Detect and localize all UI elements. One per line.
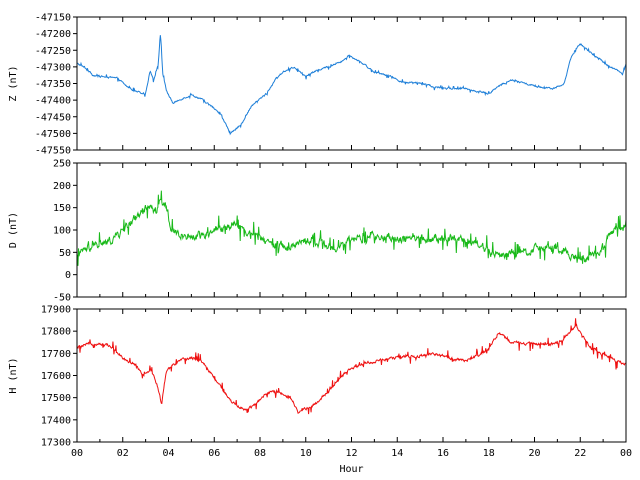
y-tick-label: 50 (59, 248, 71, 259)
panel-frame (76, 162, 627, 298)
x-tick-label: 14 (391, 448, 403, 459)
y-tick-label: -47250 (35, 46, 71, 57)
y-tick-label: -47350 (35, 79, 71, 90)
panel-d: -50 0 50 100 150 200 250 D (nT) (8, 159, 627, 304)
x-tick-label: 22 (574, 448, 586, 459)
y-tick-label: 17800 (41, 327, 71, 338)
y-tick-label: -47150 (35, 13, 71, 24)
y-tick-label: 250 (53, 159, 71, 170)
x-axis-title: Hour (339, 464, 363, 475)
x-tick-label: 06 (208, 448, 220, 459)
y-tick-label: 150 (53, 203, 71, 214)
y-tick-label: -47550 (35, 146, 71, 157)
y-axis-title: Z (nT) (8, 65, 19, 101)
y-tick-label: 17400 (41, 415, 71, 426)
y-tick-label: 100 (53, 226, 71, 237)
y-axis-title: D (nT) (8, 212, 19, 248)
panel-h: 17300 17400 17500 17600 17700 17800 17900 H (nT… (8, 305, 627, 449)
x-tick-label: 18 (483, 448, 495, 459)
y-tick-label: -47500 (35, 129, 71, 140)
y-tick-label: 17700 (41, 349, 71, 360)
series-line-z (76, 35, 627, 136)
y-tick-label: -47300 (35, 62, 71, 73)
panel-frame (76, 16, 627, 151)
x-tick-label: 10 (300, 448, 312, 459)
x-tick-label: 16 (437, 448, 449, 459)
y-tick-label: 200 (53, 181, 71, 192)
panel-z: -47550 -47500 -47450 -47400 -47350 -47300 -472… (8, 13, 627, 157)
series-line-d (76, 190, 627, 267)
x-tick-label: 00 (71, 448, 83, 459)
y-axis-title: H (nT) (8, 357, 19, 393)
y-tick-label: 0 (65, 270, 71, 281)
y-tick-label: -50 (53, 293, 71, 304)
y-tick-label: 17900 (41, 305, 71, 316)
x-tick-label: 02 (117, 448, 129, 459)
y-tick-label: -47400 (35, 96, 71, 107)
x-tick-label: 20 (528, 448, 540, 459)
x-tick-label: 00 (620, 448, 632, 459)
y-tick-label: -47450 (35, 112, 71, 123)
y-tick-label: 17500 (41, 393, 71, 404)
y-tick-label: 17300 (41, 438, 71, 449)
y-tick-label: 17600 (41, 371, 71, 382)
x-tick-label: 08 (254, 448, 266, 459)
panel-frame (76, 308, 627, 443)
x-tick-label: 04 (162, 448, 174, 459)
series-line-h (76, 318, 627, 415)
x-tick-label: 12 (345, 448, 357, 459)
y-tick-label: -47200 (35, 29, 71, 40)
